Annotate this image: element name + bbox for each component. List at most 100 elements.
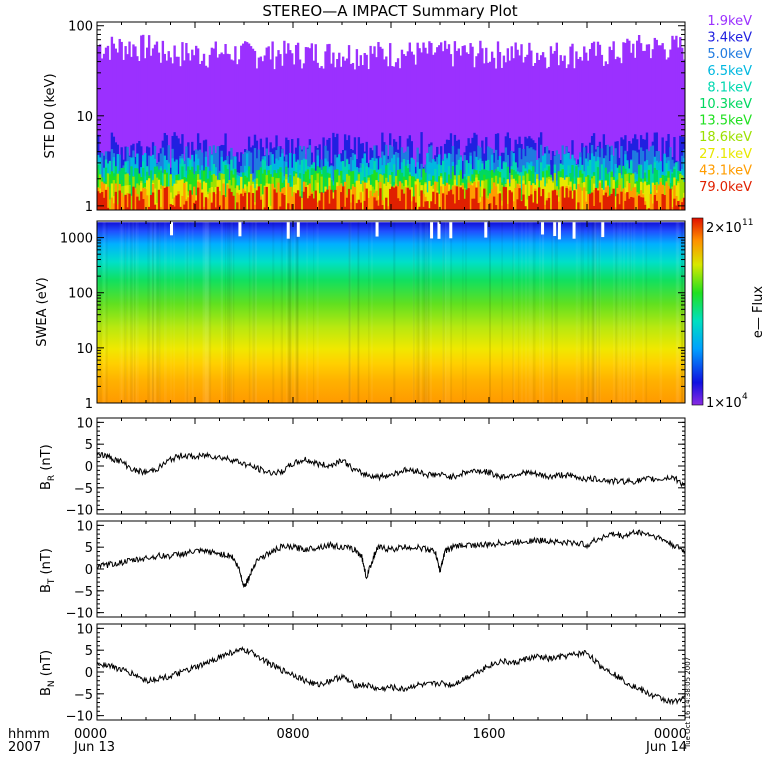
ste-bar (230, 191, 233, 210)
ste-bar (126, 207, 129, 210)
ste-bar (492, 182, 496, 210)
ste-bar (263, 55, 266, 211)
y-tick-label: 10 (76, 519, 93, 534)
ste-bar (385, 197, 388, 210)
ste-bar (265, 186, 268, 210)
ste-bar (485, 179, 488, 210)
ste-bar (422, 42, 425, 210)
swea-ylabel: SWEA (eV) (35, 277, 50, 346)
ste-bar (283, 195, 286, 210)
ste-bar (618, 57, 621, 210)
ste-bar (614, 181, 617, 210)
ste-bar (657, 185, 660, 210)
y-tick-label: 0 (85, 563, 93, 578)
bn-panel: 10 5 0 −5 −10 BN (nT) (39, 622, 686, 725)
ste-bar (679, 37, 682, 210)
swea-texture (426, 222, 429, 403)
ste-bar (220, 195, 223, 210)
timestamp-text: Tue Oct 16 14:38:05 2007 (684, 657, 692, 749)
ste-bar (477, 181, 480, 210)
ste-bar (149, 55, 153, 210)
ste-bar (538, 59, 541, 211)
ste-bar (214, 194, 217, 210)
ste-bar (487, 199, 490, 210)
ste-bar (153, 188, 157, 210)
ste-bar (365, 188, 368, 210)
ste-bar (281, 193, 284, 210)
ste-bar (263, 186, 266, 210)
ste-bar (347, 188, 351, 210)
ste-bar (169, 174, 172, 210)
ste-bar (355, 49, 359, 211)
ste-bar (545, 68, 549, 210)
ste-bar (467, 53, 470, 210)
swea-texture (368, 222, 370, 403)
ste-bar (351, 194, 355, 210)
ste-bar (441, 193, 445, 210)
swea-texture (551, 222, 554, 403)
ste-bar (189, 60, 192, 210)
swea-texture (681, 222, 684, 403)
ste-bar (557, 65, 560, 211)
time-tick-date: Jun 14 (645, 740, 687, 755)
ste-bar (606, 196, 609, 210)
bn-frame (96, 623, 686, 721)
swea-texture (289, 222, 292, 403)
ste-bar (267, 46, 270, 210)
ste-bar (206, 67, 210, 210)
ste-bar (637, 195, 641, 210)
swea-texture (512, 222, 514, 403)
ste-bar (440, 42, 443, 210)
ste-bar (500, 200, 504, 210)
ste-bar (389, 43, 392, 211)
ste-bar (585, 201, 588, 210)
ste-bar (161, 185, 165, 210)
ste-bar (445, 48, 449, 210)
ste-bar (508, 190, 511, 210)
ste-bar (338, 52, 341, 211)
legend-entry: 5.0keV (707, 47, 752, 62)
ste-bar (171, 204, 174, 210)
legend-entry: 8.1keV (707, 80, 752, 95)
ylabel-sub: N (47, 680, 57, 687)
ste-bar (673, 185, 676, 210)
ste-bar (463, 45, 466, 210)
ste-bar (138, 200, 141, 210)
ste-bar (345, 174, 349, 210)
swea-texture (580, 222, 583, 403)
colorbar-max-label: 2×10 (706, 221, 742, 236)
ste-bar (275, 56, 278, 211)
ste-bar (293, 64, 296, 210)
ste-bar (291, 204, 294, 210)
ste-bar (234, 188, 237, 210)
ste-bar (453, 134, 457, 210)
ste-bar (641, 197, 645, 210)
ste-bar (400, 189, 404, 210)
ste-bar (165, 186, 168, 210)
ste-bar (222, 54, 225, 210)
ste-bar (185, 43, 188, 210)
swea-texture (187, 222, 190, 403)
ste-bar (432, 54, 435, 211)
ste-bar (408, 42, 411, 211)
swea-texture (220, 222, 223, 403)
ste-bar (142, 187, 145, 210)
ste-bar (430, 42, 433, 211)
ste-bar (481, 196, 484, 210)
ste-bar (402, 54, 406, 210)
ste-bar (185, 201, 188, 210)
ste-bar (210, 47, 214, 210)
colorbar-min-label: 1×10 (706, 396, 742, 411)
ste-bar (183, 204, 186, 210)
ste-bar (457, 199, 460, 210)
ste-bar (581, 190, 584, 210)
ste-bar (144, 189, 147, 210)
ste-bar (175, 195, 178, 210)
time-tick-label: 0000 (654, 727, 687, 742)
ste-bar (357, 180, 361, 210)
ste-bar (524, 56, 527, 210)
ste-bar (271, 183, 274, 210)
ste-bar (494, 205, 498, 210)
ste-bar (536, 52, 539, 210)
swea-texture (488, 222, 491, 403)
